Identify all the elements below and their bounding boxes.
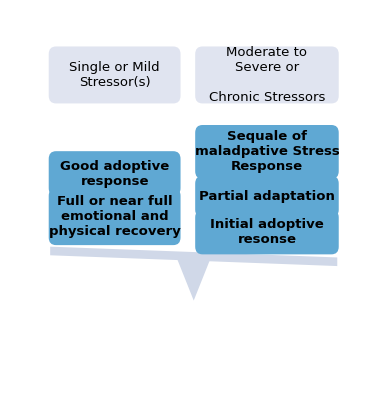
Text: Good adoptive
response: Good adoptive response (60, 160, 169, 188)
FancyBboxPatch shape (195, 210, 339, 254)
FancyBboxPatch shape (49, 46, 181, 104)
FancyBboxPatch shape (195, 46, 339, 104)
Text: Moderate to
Severe or

Chronic Stressors: Moderate to Severe or Chronic Stressors (209, 46, 325, 104)
FancyBboxPatch shape (195, 125, 339, 179)
Polygon shape (50, 247, 337, 266)
FancyBboxPatch shape (49, 188, 181, 245)
Text: Full or near full
emotional and
physical recovery: Full or near full emotional and physical… (49, 195, 181, 238)
Text: Initial adoptive
resonse: Initial adoptive resonse (210, 218, 324, 246)
Text: Sequale of
maladpative Stress
Response: Sequale of maladpative Stress Response (195, 130, 339, 174)
FancyBboxPatch shape (49, 151, 181, 196)
Text: Single or Mild
Stressor(s): Single or Mild Stressor(s) (69, 61, 160, 89)
Text: Partial adaptation: Partial adaptation (199, 190, 335, 203)
Polygon shape (175, 253, 213, 300)
FancyBboxPatch shape (195, 176, 339, 218)
